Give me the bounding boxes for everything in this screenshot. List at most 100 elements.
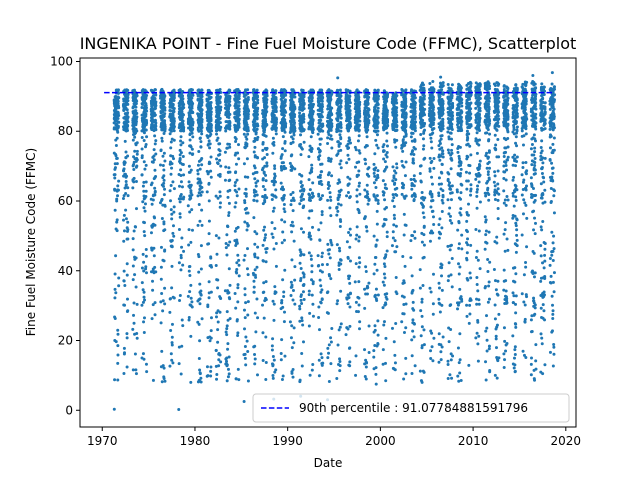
scatter-point bbox=[401, 113, 405, 117]
scatter-point bbox=[327, 159, 331, 163]
scatter-point bbox=[412, 174, 416, 178]
scatter-point bbox=[142, 230, 146, 234]
scatter-point bbox=[215, 377, 219, 381]
scatter-point bbox=[252, 285, 256, 289]
scatter-point bbox=[288, 320, 292, 324]
scatter-point bbox=[246, 273, 250, 277]
scatter-point bbox=[403, 264, 407, 268]
scatter-point bbox=[374, 166, 378, 170]
scatter-point bbox=[214, 194, 218, 198]
scatter-point bbox=[336, 152, 340, 156]
scatter-point bbox=[290, 230, 294, 234]
scatter-point bbox=[177, 101, 181, 105]
scatter-point bbox=[187, 164, 191, 168]
scatter-point bbox=[338, 193, 342, 197]
scatter-point bbox=[163, 379, 167, 383]
scatter-point bbox=[132, 160, 136, 164]
scatter-point bbox=[205, 103, 209, 107]
scatter-point bbox=[330, 112, 334, 116]
scatter-point bbox=[140, 173, 144, 177]
scatter-point bbox=[367, 324, 371, 328]
scatter-point bbox=[339, 148, 343, 152]
scatter-point bbox=[403, 143, 407, 147]
scatter-point bbox=[394, 171, 398, 175]
scatter-point bbox=[310, 99, 314, 103]
scatter-point bbox=[372, 349, 376, 353]
scatter-point bbox=[142, 290, 146, 294]
scatter-point bbox=[309, 107, 313, 111]
scatter-point bbox=[234, 162, 238, 166]
scatter-point bbox=[420, 240, 424, 244]
scatter-point bbox=[318, 278, 322, 282]
scatter-point bbox=[207, 219, 211, 223]
scatter-point bbox=[419, 334, 423, 338]
scatter-point bbox=[122, 162, 126, 166]
scatter-point bbox=[122, 269, 126, 273]
scatter-point bbox=[339, 129, 343, 133]
scatter-point bbox=[376, 169, 380, 173]
scatter-point bbox=[124, 129, 128, 133]
scatter-point bbox=[226, 225, 230, 229]
scatter-point bbox=[150, 104, 154, 108]
scatter-point bbox=[356, 207, 360, 211]
scatter-point bbox=[254, 184, 258, 188]
scatter-point bbox=[325, 263, 329, 266]
scatter-point bbox=[131, 264, 135, 268]
scatter-point bbox=[135, 149, 139, 153]
scatter-point bbox=[299, 198, 303, 202]
scatter-point bbox=[169, 239, 173, 243]
scatter-point bbox=[224, 330, 228, 334]
scatter-point bbox=[245, 267, 249, 271]
scatter-point bbox=[412, 335, 416, 339]
scatter-point bbox=[133, 97, 137, 101]
scatter-point bbox=[376, 202, 380, 206]
scatter-point bbox=[223, 150, 227, 154]
scatter-point bbox=[171, 361, 175, 365]
scatter-point bbox=[134, 128, 138, 132]
scatter-point bbox=[218, 205, 222, 209]
scatter-point bbox=[401, 141, 405, 145]
scatter-point bbox=[375, 209, 379, 213]
scatter-point bbox=[254, 96, 258, 100]
scatter-point bbox=[190, 305, 194, 309]
scatter-point bbox=[199, 380, 203, 384]
scatter-point bbox=[307, 178, 311, 182]
scatter-point bbox=[264, 233, 268, 237]
scatter-point bbox=[244, 363, 248, 367]
scatter-point bbox=[251, 98, 255, 102]
scatter-point bbox=[281, 374, 285, 378]
scatter-point bbox=[339, 159, 343, 163]
scatter-point bbox=[409, 178, 413, 182]
scatter-point bbox=[348, 259, 352, 263]
scatter-point bbox=[357, 235, 361, 239]
scatter-point bbox=[391, 101, 395, 105]
scatter-point bbox=[395, 245, 399, 249]
scatter-point bbox=[348, 281, 352, 285]
scatter-point bbox=[187, 243, 191, 247]
scatter-point bbox=[227, 296, 231, 300]
scatter-point bbox=[328, 97, 332, 101]
scatter-point bbox=[254, 181, 258, 185]
scatter-point bbox=[404, 160, 408, 164]
scatter-point bbox=[122, 279, 126, 283]
scatter-point bbox=[356, 106, 360, 110]
scatter-point bbox=[214, 105, 218, 109]
scatter-point bbox=[208, 104, 212, 108]
scatter-point bbox=[320, 251, 324, 255]
scatter-point bbox=[226, 289, 230, 293]
scatter-point bbox=[131, 327, 135, 331]
scatter-point bbox=[412, 99, 416, 103]
scatter-point bbox=[159, 321, 163, 325]
scatter-point bbox=[116, 110, 120, 114]
scatter-point bbox=[348, 177, 352, 181]
scatter-point bbox=[375, 124, 379, 128]
scatter-point bbox=[376, 106, 380, 110]
scatter-point bbox=[384, 336, 388, 340]
scatter-point bbox=[374, 186, 378, 190]
scatter-point bbox=[182, 195, 186, 199]
scatter-point bbox=[216, 320, 220, 324]
scatter-point bbox=[345, 89, 349, 93]
scatter-point bbox=[311, 225, 315, 229]
scatter-point bbox=[132, 168, 136, 171]
scatter-point bbox=[197, 322, 201, 326]
